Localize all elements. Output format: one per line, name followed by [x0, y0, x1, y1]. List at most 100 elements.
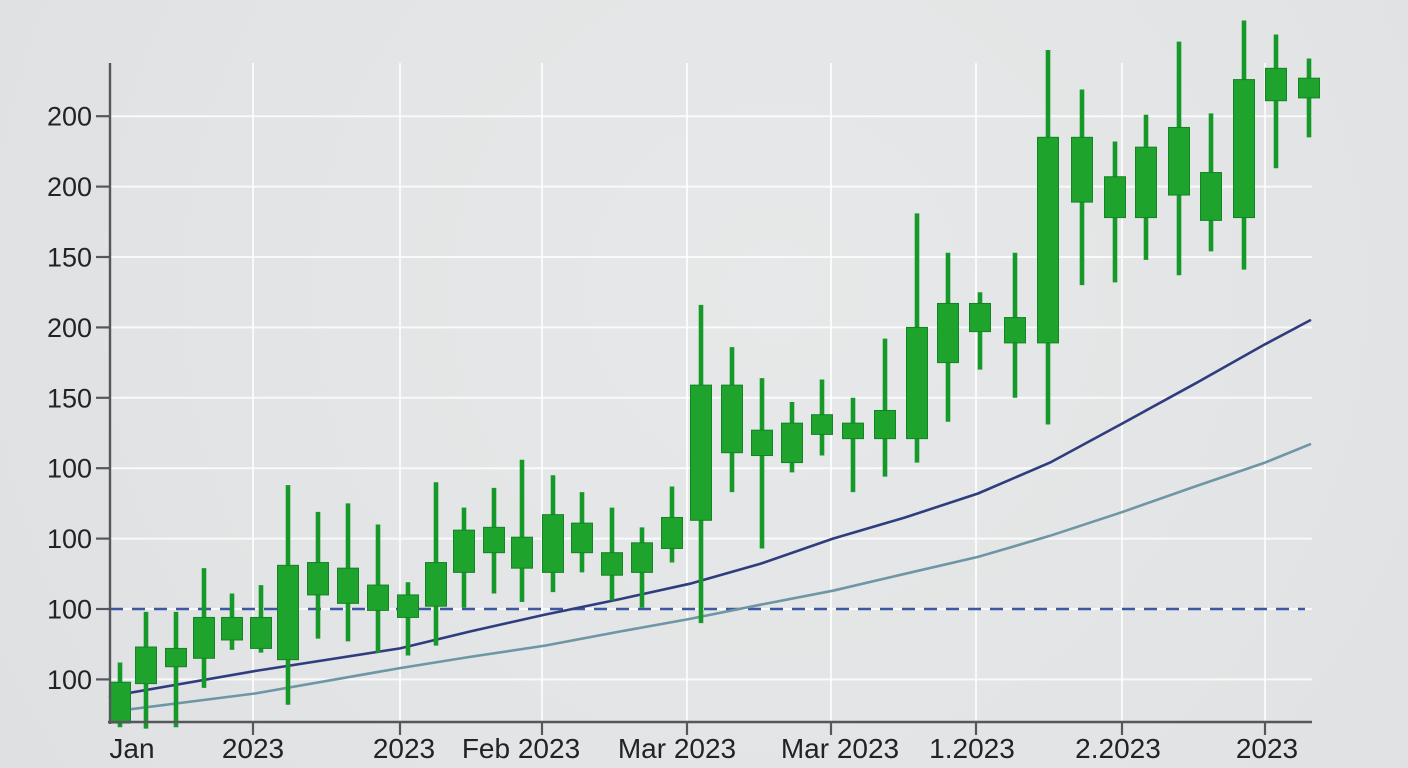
x-tick-label: 1.2023 [929, 733, 1015, 764]
x-tick-label: 2023 [1236, 733, 1298, 764]
candle-body [721, 384, 743, 454]
y-tick-label: 100 [47, 595, 92, 625]
candle-body [1071, 136, 1093, 203]
candle [511, 459, 533, 602]
y-tick-label: 150 [47, 243, 92, 273]
candle [969, 292, 991, 370]
candle-body [250, 616, 272, 649]
candle [1037, 50, 1059, 425]
x-axis-ticks: Jan 2023 2023 Feb 2023 Mar 2023 Mar 2023 1.202… [109, 722, 1298, 764]
candle-body [631, 542, 653, 573]
candle-body [1104, 176, 1126, 219]
candle [397, 582, 419, 656]
x-tick-label: 2.2023 [1075, 733, 1161, 764]
candle [221, 593, 243, 650]
candle [781, 402, 803, 473]
candle [542, 475, 564, 593]
candle [874, 338, 896, 477]
candle-body [811, 414, 833, 435]
candle-body [542, 514, 564, 573]
candle-body [751, 429, 773, 457]
candle [937, 252, 959, 422]
candle [337, 503, 359, 642]
vertical-gridlines [252, 63, 1266, 722]
y-tick-label: 100 [47, 665, 92, 695]
candle [906, 213, 928, 463]
candle [135, 611, 157, 729]
candle [1135, 114, 1157, 260]
candle-body [1298, 77, 1320, 99]
candle [811, 379, 833, 456]
candle-body [165, 647, 187, 668]
x-tick-label: Feb 2023 [462, 733, 580, 764]
y-tick-label: 200 [47, 172, 92, 202]
candle-body [937, 302, 959, 364]
candle-body [109, 681, 131, 724]
y-tick-label: 100 [47, 454, 92, 484]
x-tick-label: 2023 [222, 733, 284, 764]
candle [1168, 41, 1190, 276]
y-tick-label: 200 [47, 102, 92, 132]
candle [277, 485, 299, 705]
candle-body [1004, 317, 1026, 344]
candle-body [842, 422, 864, 440]
y-axis-ticks: 200 200 150 200 150 100 100 100 100 [47, 102, 110, 695]
candle [1233, 20, 1255, 270]
candle [571, 492, 593, 573]
ma-slow-line [108, 443, 1312, 714]
x-tick-label: Mar 2023 [618, 733, 736, 764]
candle-body [874, 409, 896, 440]
candle [1004, 252, 1026, 398]
candle [661, 486, 683, 563]
candle-body [661, 516, 683, 549]
candles [109, 20, 1320, 729]
candle-body [1265, 67, 1287, 102]
candle [453, 507, 475, 608]
candle [1104, 141, 1126, 283]
candle [1298, 58, 1320, 138]
y-tick-label: 200 [47, 313, 92, 343]
candle [690, 304, 712, 624]
candle [165, 611, 187, 728]
candle-body [1037, 136, 1059, 344]
candle [1265, 34, 1287, 169]
candle-body [307, 562, 329, 596]
candle [109, 662, 131, 728]
candle-body [601, 552, 623, 576]
candle-body [690, 384, 712, 521]
x-tick-label: Jan [109, 733, 154, 764]
candle [601, 507, 623, 601]
candle-body [337, 567, 359, 604]
candle-body [1135, 146, 1157, 219]
candle-body [571, 522, 593, 554]
candle [842, 397, 864, 493]
candle [193, 568, 215, 688]
candle [751, 378, 773, 549]
candle-body [1200, 172, 1222, 221]
candle-body [453, 529, 475, 573]
candle [483, 487, 505, 594]
candle-body [193, 616, 215, 659]
x-tick-label: 2023 [373, 733, 435, 764]
candle [1071, 89, 1093, 286]
candle-body [367, 584, 389, 611]
x-tick-label: Mar 2023 [781, 733, 899, 764]
candle-body [135, 646, 157, 685]
candle-body [781, 422, 803, 464]
y-tick-label: 100 [47, 524, 92, 554]
candle [250, 585, 272, 653]
candle [631, 527, 653, 608]
candle-body [277, 564, 299, 661]
candle-body [969, 302, 991, 333]
candle-body [221, 616, 243, 641]
candle [367, 524, 389, 653]
candle [1200, 113, 1222, 252]
candle-body [483, 526, 505, 554]
candle-body [397, 594, 419, 618]
candle-body [1168, 126, 1190, 196]
y-tick-label: 150 [47, 383, 92, 413]
candle-body [511, 536, 533, 569]
candle-body [906, 326, 928, 440]
